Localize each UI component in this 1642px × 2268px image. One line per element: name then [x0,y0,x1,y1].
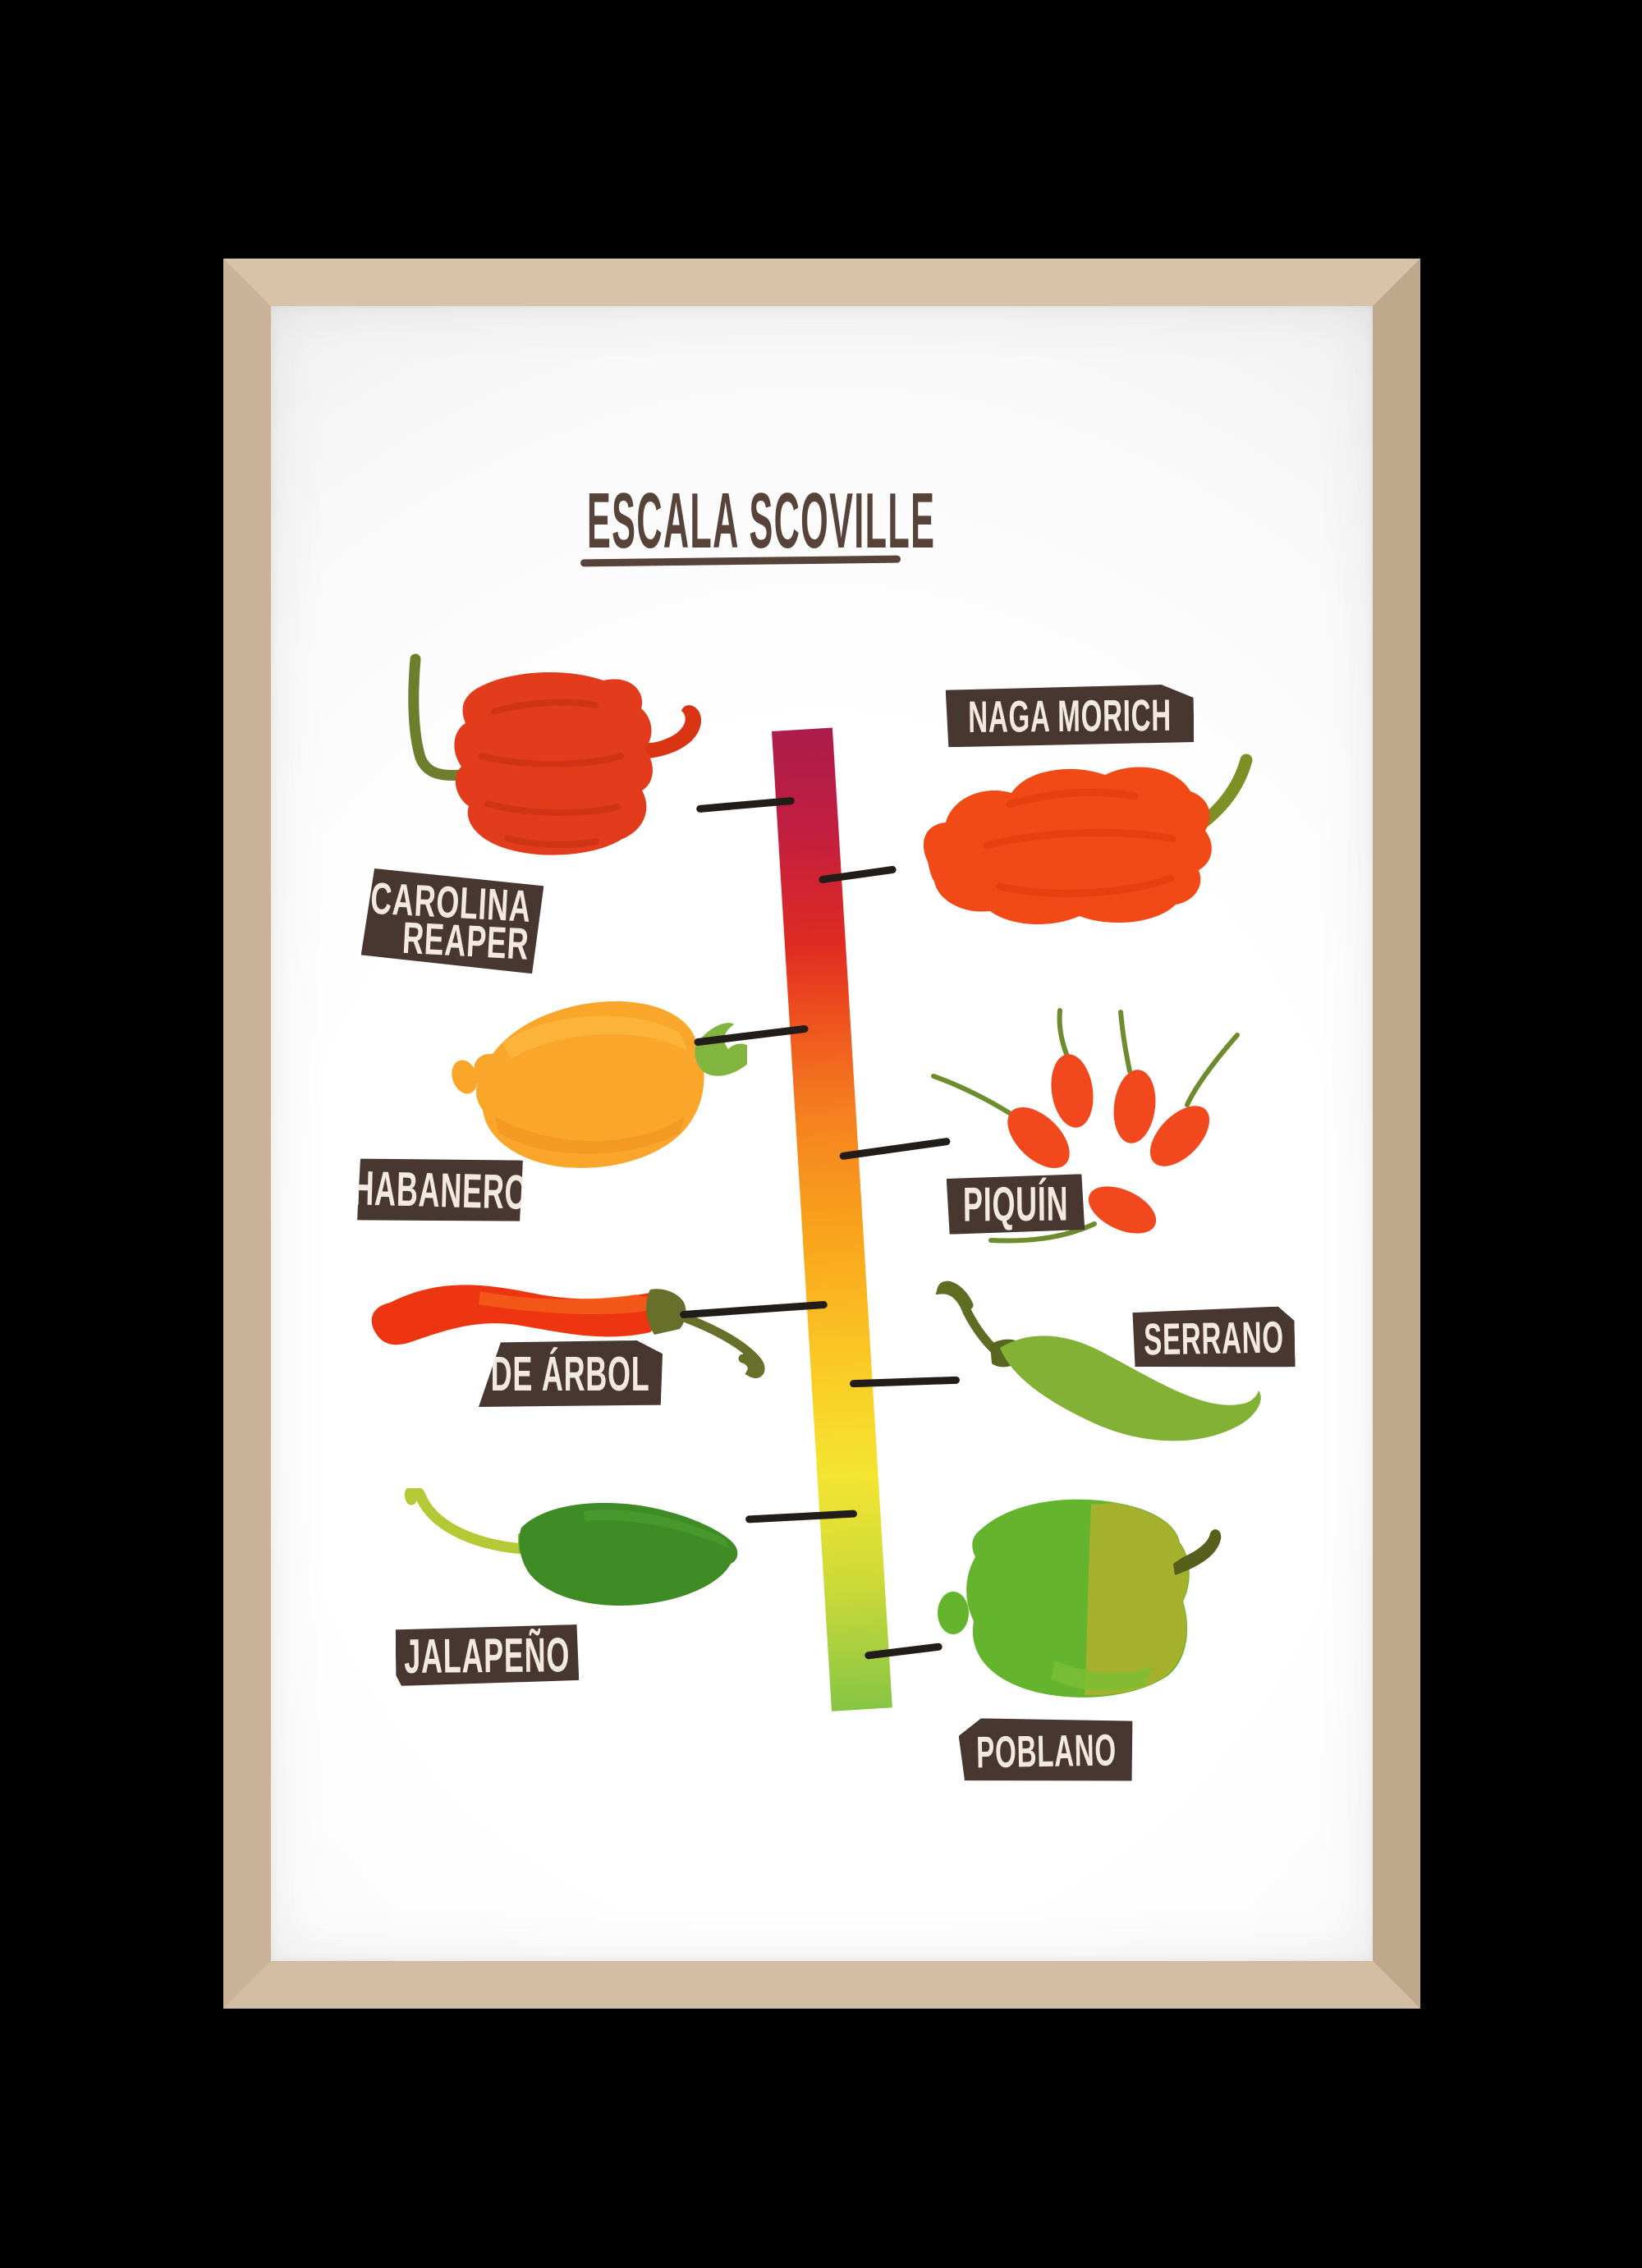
label-carolina-reaper: CAROLINA REAPER [360,868,544,974]
label-text: DE ÁRBOL [491,1346,650,1401]
jalapeno-pepper-illustration [398,1485,747,1624]
label-poblano: POBLANO [958,1716,1133,1785]
label-text: SERRANO [1143,1311,1285,1365]
picture-frame: ESCALA SCOVILLE [223,259,1420,2009]
label-habanero: HABANERO [357,1156,523,1224]
poster-title: ESCALA SCOVILLE [587,477,936,565]
habanero-pepper-illustration [452,992,755,1189]
label-text: NAGA MORICH [967,690,1172,742]
label-text: REAPER [401,912,531,969]
label-serrano: SERRANO [1132,1306,1295,1369]
serrano-pepper-illustration [920,1279,1264,1459]
scoville-poster: ESCALA SCOVILLE [271,306,1373,1961]
de-arbol-pepper-illustration [365,1267,796,1390]
label-piquin: PIQUÍN [947,1174,1085,1234]
poblano-pepper-illustration [932,1488,1236,1722]
carolina-reaper-pepper-illustration [402,651,722,885]
label-jalapeno: JALAPEÑO [396,1624,580,1686]
label-text: POBLANO [975,1724,1117,1777]
piquin-peppers-illustration [915,1004,1244,1262]
label-text: PIQUÍN [962,1176,1069,1232]
label-text: JALAPEÑO [404,1627,571,1684]
naga-morich-pepper-illustration [911,754,1256,963]
label-text: HABANERO [357,1161,523,1220]
label-naga-morich: NAGA MORICH [946,685,1195,748]
label-de-arbol: DE ÁRBOL [479,1340,663,1407]
